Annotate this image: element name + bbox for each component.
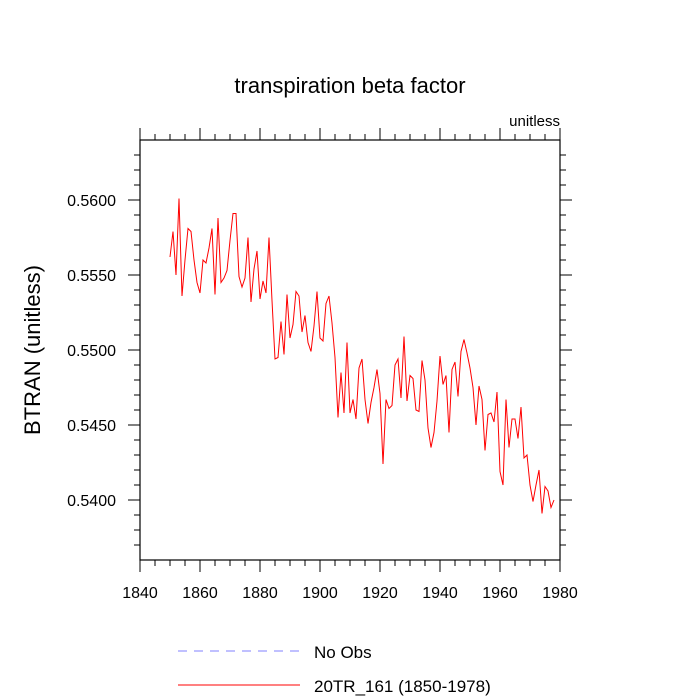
plot-frame xyxy=(139,139,561,561)
x-tick-label: 1880 xyxy=(242,585,278,602)
legend-label-no-obs: No Obs xyxy=(314,643,372,662)
y-tick-label: 0.5400 xyxy=(67,493,116,510)
units-label: unitless xyxy=(509,113,560,130)
x-tick-label: 1840 xyxy=(122,585,158,602)
x-tick-label: 1920 xyxy=(362,585,398,602)
axis-tick-labels: 1840 1860 1880 1900 1920 1940 1960 1980 0.5400 0.… xyxy=(67,193,578,602)
y-tick-label: 0.5550 xyxy=(67,268,116,285)
legend: No Obs 20TR_161 (1850-1978) xyxy=(178,643,491,696)
legend-label-20tr-161: 20TR_161 (1850-1978) xyxy=(314,677,491,696)
x-tick-label: 1860 xyxy=(182,585,218,602)
x-tick-label: 1980 xyxy=(542,585,578,602)
series-line-20tr-161 xyxy=(169,198,555,514)
y-tick-label: 0.5450 xyxy=(67,418,116,435)
x-tick-label: 1900 xyxy=(302,585,338,602)
x-tick-label: 1940 xyxy=(422,585,458,602)
y-tick-label: 0.5600 xyxy=(67,193,116,210)
chart-title: transpiration beta factor xyxy=(234,73,465,98)
y-axis-label: BTRAN (unitless) xyxy=(20,265,45,435)
x-tick-label: 1960 xyxy=(482,585,518,602)
y-tick-label: 0.5500 xyxy=(67,343,116,360)
axis-ticks xyxy=(128,128,572,572)
